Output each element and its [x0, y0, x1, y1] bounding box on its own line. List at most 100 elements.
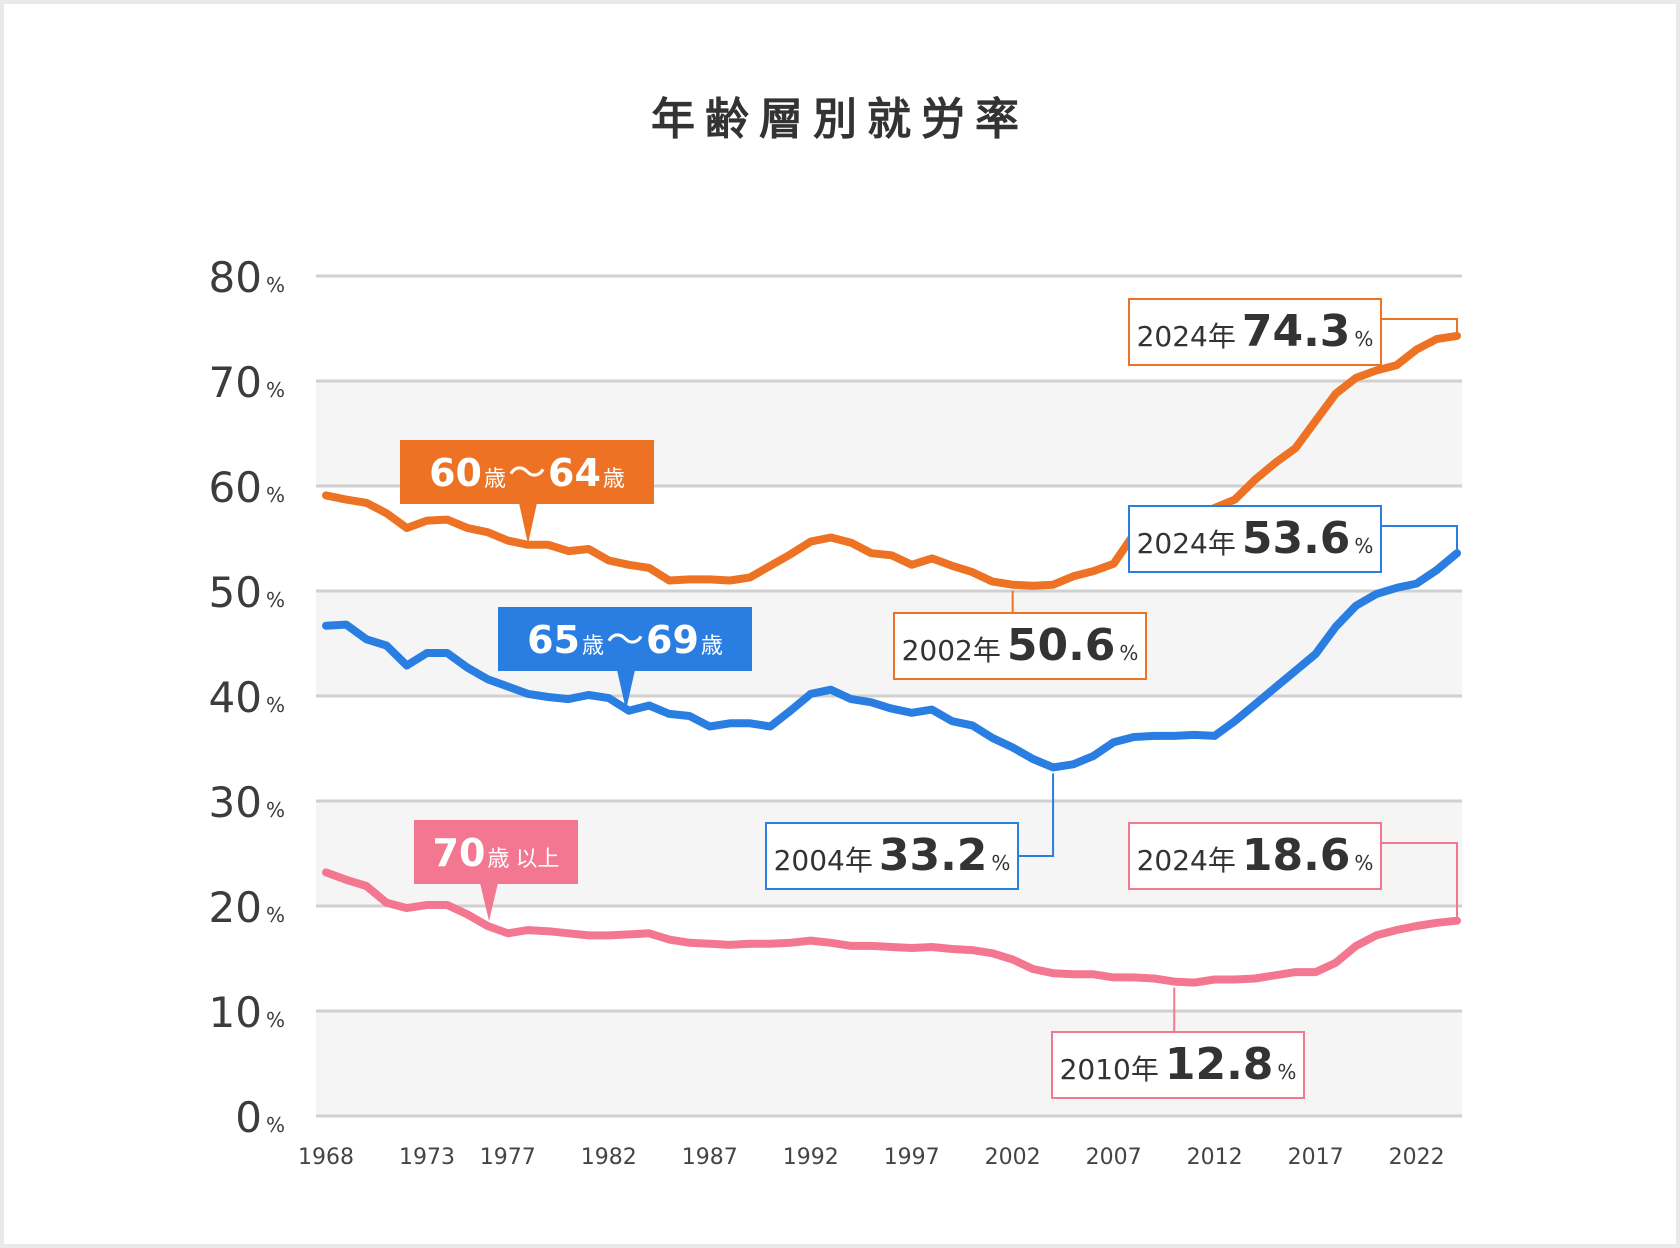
x-axis-ticks: 1968 1973 1977 1982 1987 1992 1997 2002 2007 2012…: [298, 1145, 1445, 1170]
annotation-text: 2024年 18.6%: [1137, 830, 1374, 881]
series-label-pointer: [617, 670, 635, 710]
annotation-year: 2024年: [1137, 320, 1236, 353]
y-tick-unit: %: [266, 588, 285, 612]
annotation-box: 2002年 50.6%: [893, 612, 1147, 680]
annotation-connector: [1381, 318, 1458, 336]
y-tick-unit: %: [266, 483, 285, 507]
y-tick-label: 60: [209, 463, 262, 512]
annotation-value: 18.6: [1242, 830, 1351, 881]
annotation-box-frame: [1128, 822, 1382, 890]
y-tick-label: 80: [209, 253, 262, 302]
annotation-value: 50.6: [1007, 620, 1116, 671]
annotation-unit: %: [1354, 851, 1373, 875]
y-tick-unit: %: [266, 1008, 285, 1032]
series-label-age-start: 60: [429, 451, 482, 495]
annotation-text: 2002年 50.6%: [902, 620, 1139, 671]
annotation-value: 74.3: [1242, 306, 1351, 357]
series-label-text: 60歳〜64歳: [429, 451, 625, 495]
annotation-connector: [1381, 842, 1458, 921]
annotation-box: 2004年 33.2%: [765, 822, 1019, 890]
annotation-year: 2024年: [1137, 527, 1236, 560]
series-label-box: [400, 440, 654, 504]
annotation-box-frame: [1128, 298, 1382, 366]
y-tick-label: 30: [209, 778, 262, 827]
annotation-unit: %: [1354, 327, 1373, 351]
series-label-box: [414, 820, 578, 884]
annotations: 2024年 74.3 %2002年 50.6 %2024年 53.6 %2004年 33.2%…: [765, 298, 1382, 1099]
annotation-connectors: [1011, 318, 1458, 1032]
series-label-pointer: [480, 883, 498, 921]
series-label-2: 70歳 以上: [414, 820, 578, 921]
annotation-box: 2024年 18.6%: [1128, 822, 1382, 890]
series-line-1: [322, 549, 1461, 772]
annotation-text: 2010年 12.8%: [1060, 1039, 1297, 1090]
annotation-unit: %: [1354, 534, 1373, 558]
x-tick-label: 2017: [1288, 1145, 1344, 1170]
series-label-age-start: 65: [527, 618, 580, 662]
annotation-text: 2004年 33.2%: [774, 830, 1011, 881]
annotation-unit: %: [1277, 1060, 1296, 1084]
gridlines: [316, 274, 1462, 1118]
annotation-box-frame: [1051, 1031, 1305, 1099]
y-tick-unit: %: [266, 798, 285, 822]
series-label-unit: 歳: [603, 467, 625, 492]
y-tick-unit: %: [266, 378, 285, 402]
series-label-0: 60歳〜64歳: [400, 440, 654, 544]
series-label-unit: 歳: [582, 634, 604, 659]
y-tick-unit: %: [266, 273, 285, 297]
annotation-box: 2024年 53.6%: [1128, 505, 1382, 573]
series-label-unit: 歳: [701, 634, 723, 659]
y-tick-label: 70: [209, 358, 262, 407]
x-tick-label: 1992: [783, 1145, 839, 1170]
annotation-box: 2010年 12.8%: [1051, 1031, 1305, 1099]
series-label-suffix: 以上: [515, 847, 559, 872]
series-label-pointer: [519, 503, 537, 544]
series-label-text: 65歳〜69歳: [527, 618, 723, 662]
series-line-2: [322, 868, 1461, 987]
annotation-unit: %: [991, 851, 1010, 875]
x-tick-label: 1997: [884, 1145, 940, 1170]
x-tick-label: 2012: [1187, 1145, 1243, 1170]
series-label-age-end: 64: [548, 451, 601, 495]
annotation-year: 2002年: [902, 634, 1001, 667]
series-label-age-end: 69: [646, 618, 699, 662]
x-tick-label: 2022: [1389, 1145, 1445, 1170]
annotation-value: 53.6: [1242, 513, 1351, 564]
y-tick-label: 0: [235, 1093, 262, 1142]
annotation-connector: [1381, 525, 1458, 554]
x-tick-label: 1977: [480, 1145, 536, 1170]
annotation-box-frame: [1128, 505, 1382, 573]
series-label-unit: 歳: [484, 467, 506, 492]
y-tick-label: 40: [209, 673, 262, 722]
annotation-year: 2024年: [1137, 844, 1236, 877]
y-tick-unit: %: [266, 1113, 285, 1137]
annotation-year: 2004年: [774, 844, 873, 877]
x-tick-label: 1968: [298, 1145, 354, 1170]
x-tick-label: 2002: [985, 1145, 1041, 1170]
annotation-box-frame: [765, 822, 1019, 890]
annotation-box: 2024年 74.3%: [1128, 298, 1382, 366]
series-label-age-start: 70: [433, 831, 486, 875]
x-tick-label: 1973: [399, 1145, 455, 1170]
series-label-text: 70歳 以上: [433, 831, 560, 875]
annotation-text: 2024年 74.3%: [1137, 306, 1374, 357]
annotation-text: 2024年 53.6%: [1137, 513, 1374, 564]
annotation-year: 2010年: [1060, 1053, 1159, 1086]
line-chart: 年齢層別就労率 80 %70 %60 %50 %40 %30 %20 %10 %0% 1968 1…: [209, 94, 1462, 1170]
annotation-value: 12.8: [1165, 1039, 1274, 1090]
y-tick-label: 10: [209, 988, 262, 1037]
annotation-value: 33.2: [879, 830, 988, 881]
chart-title: 年齢層別就労率: [651, 94, 1029, 145]
y-tick-unit: %: [266, 693, 285, 717]
annotation-box-frame: [893, 612, 1147, 680]
x-tick-label: 1982: [581, 1145, 637, 1170]
y-tick-label: 50: [209, 568, 262, 617]
y-tick-label: 20: [209, 883, 262, 932]
y-axis-ticks: 80 %70 %60 %50 %40 %30 %20 %10 %0%: [209, 253, 285, 1142]
series-label-1: 65歳〜69歳: [498, 607, 752, 710]
x-tick-label: 2007: [1086, 1145, 1142, 1170]
annotation-connector: [1018, 773, 1055, 857]
series-line-0: [322, 331, 1461, 590]
y-tick-unit: %: [266, 903, 285, 927]
